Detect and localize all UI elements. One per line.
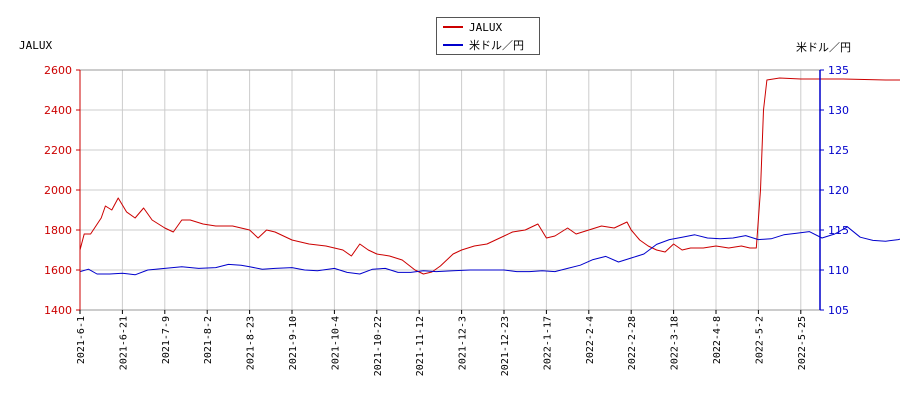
series-line-usdjpy <box>79 226 900 276</box>
x-tick-label: 2021-10-4 <box>330 316 341 370</box>
left-tick-label: 1600 <box>44 264 72 277</box>
left-tick-label: 1400 <box>44 304 72 317</box>
right-tick-label: 130 <box>828 104 849 117</box>
x-tick-label: 2022-3-18 <box>670 316 681 370</box>
x-tick-label: 2022-2-4 <box>585 316 596 364</box>
right-tick-label: 135 <box>828 64 849 77</box>
axes <box>76 69 824 314</box>
x-tick-label: 2022-1-17 <box>542 316 553 370</box>
grid-lines <box>79 69 821 311</box>
x-tick-label: 2021-9-10 <box>288 316 299 370</box>
legend-item-usdjpy: 米ドル／円 <box>443 36 524 54</box>
x-tick-label: 2021-10-22 <box>373 316 384 376</box>
right-tick-label: 125 <box>828 144 849 157</box>
x-tick-label: 2021-6-1 <box>76 316 87 364</box>
x-tick-label: 2021-7-9 <box>161 316 172 364</box>
legend: JALUX 米ドル／円 <box>436 17 540 55</box>
series-line-jalux <box>79 77 900 275</box>
right-tick-label: 115 <box>828 224 849 237</box>
legend-label-usdjpy: 米ドル／円 <box>469 39 524 52</box>
right-axis-title: 米ドル／円 <box>796 41 851 54</box>
x-tick-label: 2021-11-12 <box>415 316 426 376</box>
left-tick-label: 2600 <box>44 64 72 77</box>
x-tick-label: 2022-5-2 <box>754 316 765 364</box>
x-tick-label: 2022-5-25 <box>797 316 808 370</box>
left-tick-label: 2000 <box>44 184 72 197</box>
right-tick-label: 120 <box>828 184 849 197</box>
legend-swatch-usdjpy <box>443 44 463 46</box>
left-axis-title: JALUX <box>19 39 53 52</box>
legend-label-jalux: JALUX <box>469 20 503 34</box>
legend-swatch-jalux <box>443 26 463 28</box>
right-tick-label: 105 <box>828 304 849 317</box>
x-tick-label: 2022-4-8 <box>712 316 723 364</box>
x-tick-label: 2021-12-3 <box>458 316 469 370</box>
x-tick-label: 2021-12-23 <box>500 316 511 376</box>
left-tick-label: 2200 <box>44 144 72 157</box>
x-tick-label: 2021-8-23 <box>246 316 257 370</box>
x-tick-label: 2021-8-2 <box>203 316 214 364</box>
left-tick-label: 1800 <box>44 224 72 237</box>
x-tick-label: 2021-6-21 <box>118 316 129 370</box>
left-tick-label: 2400 <box>44 104 72 117</box>
tick-labels: 1400 1600 1800 2000 2200 2400 2600 105 110 115 120… <box>44 64 849 376</box>
series-layer <box>79 77 900 276</box>
right-tick-label: 110 <box>828 264 849 277</box>
x-tick-label: 2022-2-28 <box>627 316 638 370</box>
legend-item-jalux: JALUX <box>443 18 502 36</box>
